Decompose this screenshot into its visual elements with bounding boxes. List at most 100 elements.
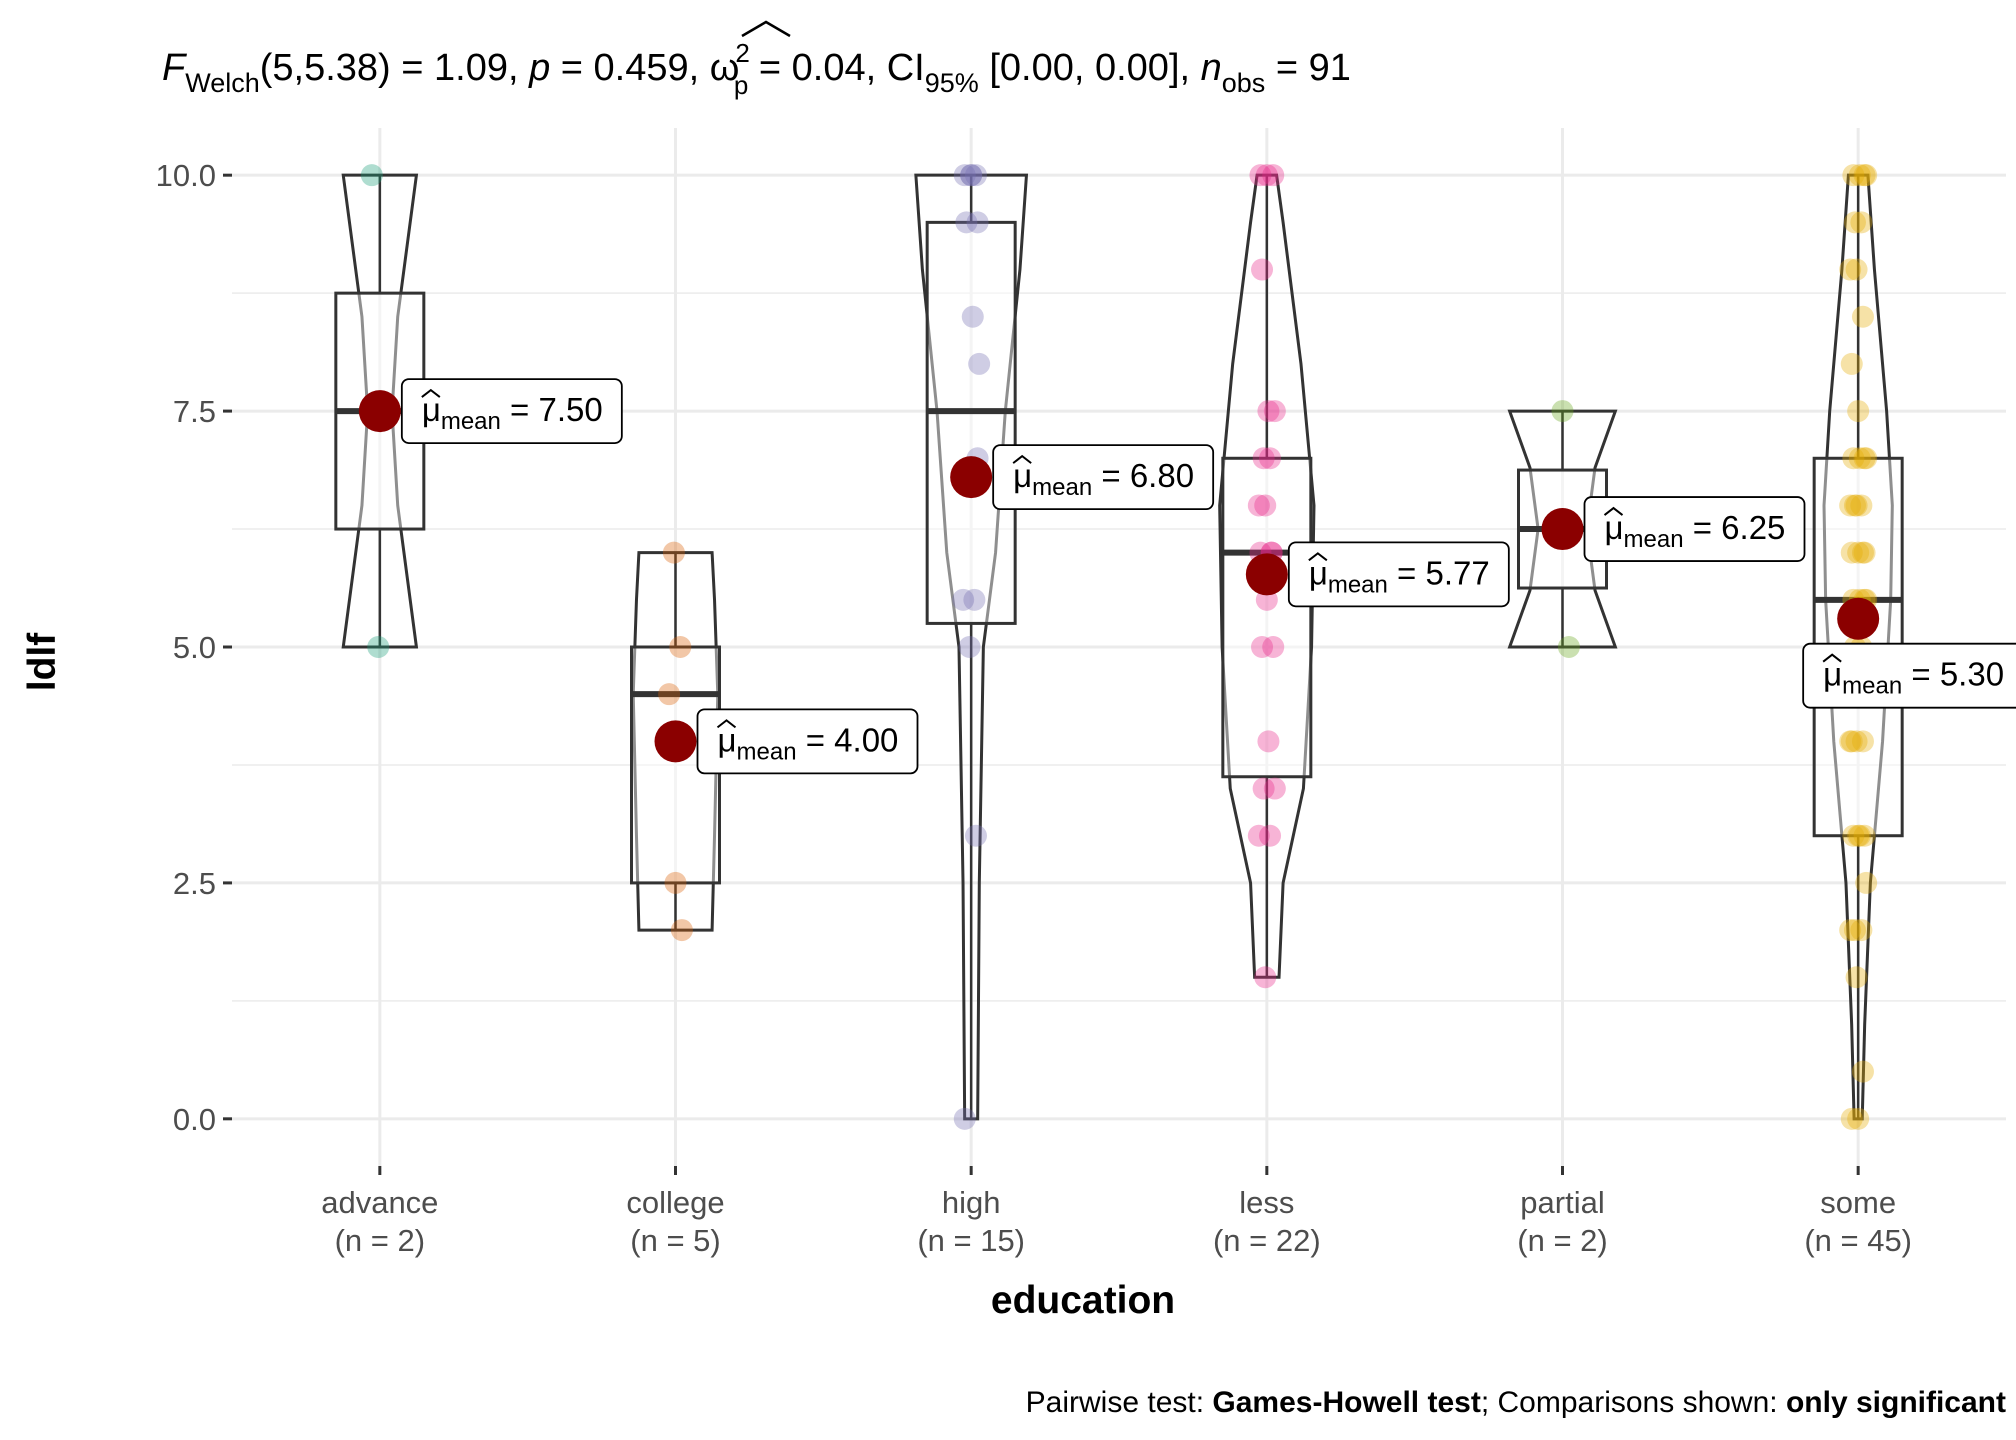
data-point-high	[968, 352, 991, 375]
data-point-some	[1843, 211, 1866, 234]
data-point-some	[1839, 494, 1862, 517]
mean-label-text: μmean = 7.50	[422, 391, 603, 435]
data-point-some	[1839, 258, 1862, 281]
data-point-some	[1845, 258, 1868, 281]
data-point-some	[1845, 494, 1868, 517]
data-point-college	[662, 541, 685, 564]
caption-middle: ; Comparisons shown:	[1481, 1386, 1786, 1419]
data-point-some	[1840, 541, 1863, 564]
subtitle-es-sub: p	[734, 70, 748, 100]
data-point-high	[961, 305, 984, 328]
data-point-less	[1257, 730, 1280, 753]
data-point-some	[1848, 824, 1871, 847]
mean-label-box	[1802, 642, 2016, 709]
data-point-some	[1847, 1107, 1870, 1130]
mean-label-less: μmean = 5.77	[1287, 541, 1510, 608]
mean-label-box	[1583, 496, 1806, 562]
data-point-high	[958, 636, 981, 658]
data-point-high	[964, 164, 987, 187]
data-point-less	[1263, 400, 1286, 423]
subtitle-ci-sub: 95%	[925, 68, 979, 98]
data-point-high	[953, 164, 976, 187]
x-tick-label: college	[626, 1185, 724, 1220]
subtitle-stat: F	[162, 47, 187, 89]
data-point-some	[1840, 1107, 1863, 1130]
mean-label-box	[400, 378, 623, 444]
data-point-less	[1252, 777, 1275, 800]
mean-label-box	[992, 444, 1215, 511]
data-point-high	[953, 1107, 976, 1130]
subtitle-p-symbol: p	[528, 47, 550, 89]
subtitle-ci-value: [0.00, 0.00],	[979, 47, 1201, 89]
mean-point-college	[654, 720, 697, 763]
mean-label-text: μmean = 6.25	[1605, 509, 1786, 553]
data-point-some	[1851, 730, 1874, 753]
violin-less	[1218, 173, 1316, 979]
data-point-less	[1251, 636, 1274, 658]
mean-hat	[1822, 653, 1842, 663]
subtitle-p-value: = 0.459,	[550, 47, 710, 89]
data-point-some	[1845, 730, 1868, 753]
y-tick-label: 5.0	[173, 630, 216, 665]
violin-some	[1822, 173, 1894, 1121]
data-point-some	[1845, 966, 1868, 989]
x-tick-label: advance	[321, 1185, 438, 1220]
data-point-some	[1842, 164, 1865, 187]
data-point-high	[952, 588, 975, 611]
data-point-less	[1254, 494, 1277, 517]
chart-subtitle: FWelch(5,5.38) = 1.09, p = 0.459, ω2 p = …	[162, 38, 1351, 100]
data-point-some	[1840, 352, 1863, 375]
data-point-less	[1252, 447, 1275, 470]
data-point-some	[1853, 824, 1876, 847]
mean-label-text: μmean = 4.00	[718, 721, 899, 765]
subtitle-es-value: = 0.04, CI	[748, 47, 924, 89]
x-tick-label: partial	[1520, 1185, 1604, 1220]
data-point-college	[664, 871, 687, 894]
data-point-some	[1851, 305, 1874, 328]
subtitle-n-symbol: n	[1201, 47, 1222, 89]
x-tick-n-label: (n = 15)	[917, 1223, 1025, 1258]
subtitle-es-symbol: ω	[710, 47, 740, 89]
data-point-less	[1247, 494, 1270, 517]
mean-hat	[1308, 552, 1328, 562]
x-tick-label: less	[1239, 1185, 1294, 1220]
data-point-less	[1259, 447, 1282, 470]
data-point-less	[1247, 824, 1270, 847]
mean-hat	[421, 388, 441, 398]
mean-point-partial	[1541, 508, 1584, 551]
mean-label-text: μmean = 5.30	[1823, 656, 2004, 700]
mean-label-box	[1287, 541, 1510, 608]
mean-point-less	[1245, 553, 1288, 596]
data-point-some	[1839, 919, 1862, 942]
omega-hat	[741, 20, 791, 38]
data-point-high	[966, 211, 989, 234]
mean-hat	[716, 719, 737, 729]
data-point-high	[963, 588, 986, 611]
mean-point-high	[950, 456, 993, 499]
data-point-some	[1843, 919, 1866, 942]
data-point-some	[1851, 1060, 1874, 1083]
data-point-some	[1853, 447, 1876, 470]
x-tick-n-label: (n = 22)	[1213, 1223, 1321, 1258]
x-tick-n-label: (n = 5)	[630, 1223, 720, 1258]
data-point-some	[1848, 164, 1871, 187]
x-tick-label: some	[1820, 1185, 1896, 1220]
data-point-less	[1254, 966, 1277, 989]
data-point-less	[1259, 824, 1282, 847]
subtitle-es-sup: 2	[735, 38, 749, 68]
mean-hat	[1603, 506, 1624, 516]
data-point-high	[964, 824, 987, 847]
data-point-less	[1262, 636, 1285, 658]
caption-shown: only significant	[1786, 1386, 2006, 1419]
data-point-college	[669, 636, 692, 658]
subtitle-n-value: = 91	[1265, 47, 1351, 89]
caption-prefix: Pairwise test:	[1026, 1386, 1213, 1419]
data-point-some	[1850, 494, 1873, 517]
x-tick-n-label: (n = 2)	[1517, 1223, 1607, 1258]
violin-advance	[341, 173, 419, 649]
mean-label-text: μmean = 6.80	[1013, 457, 1194, 501]
y-axis-title: ldlf	[21, 632, 64, 691]
mean-point-some	[1837, 597, 1880, 640]
data-point-some	[1842, 824, 1865, 847]
